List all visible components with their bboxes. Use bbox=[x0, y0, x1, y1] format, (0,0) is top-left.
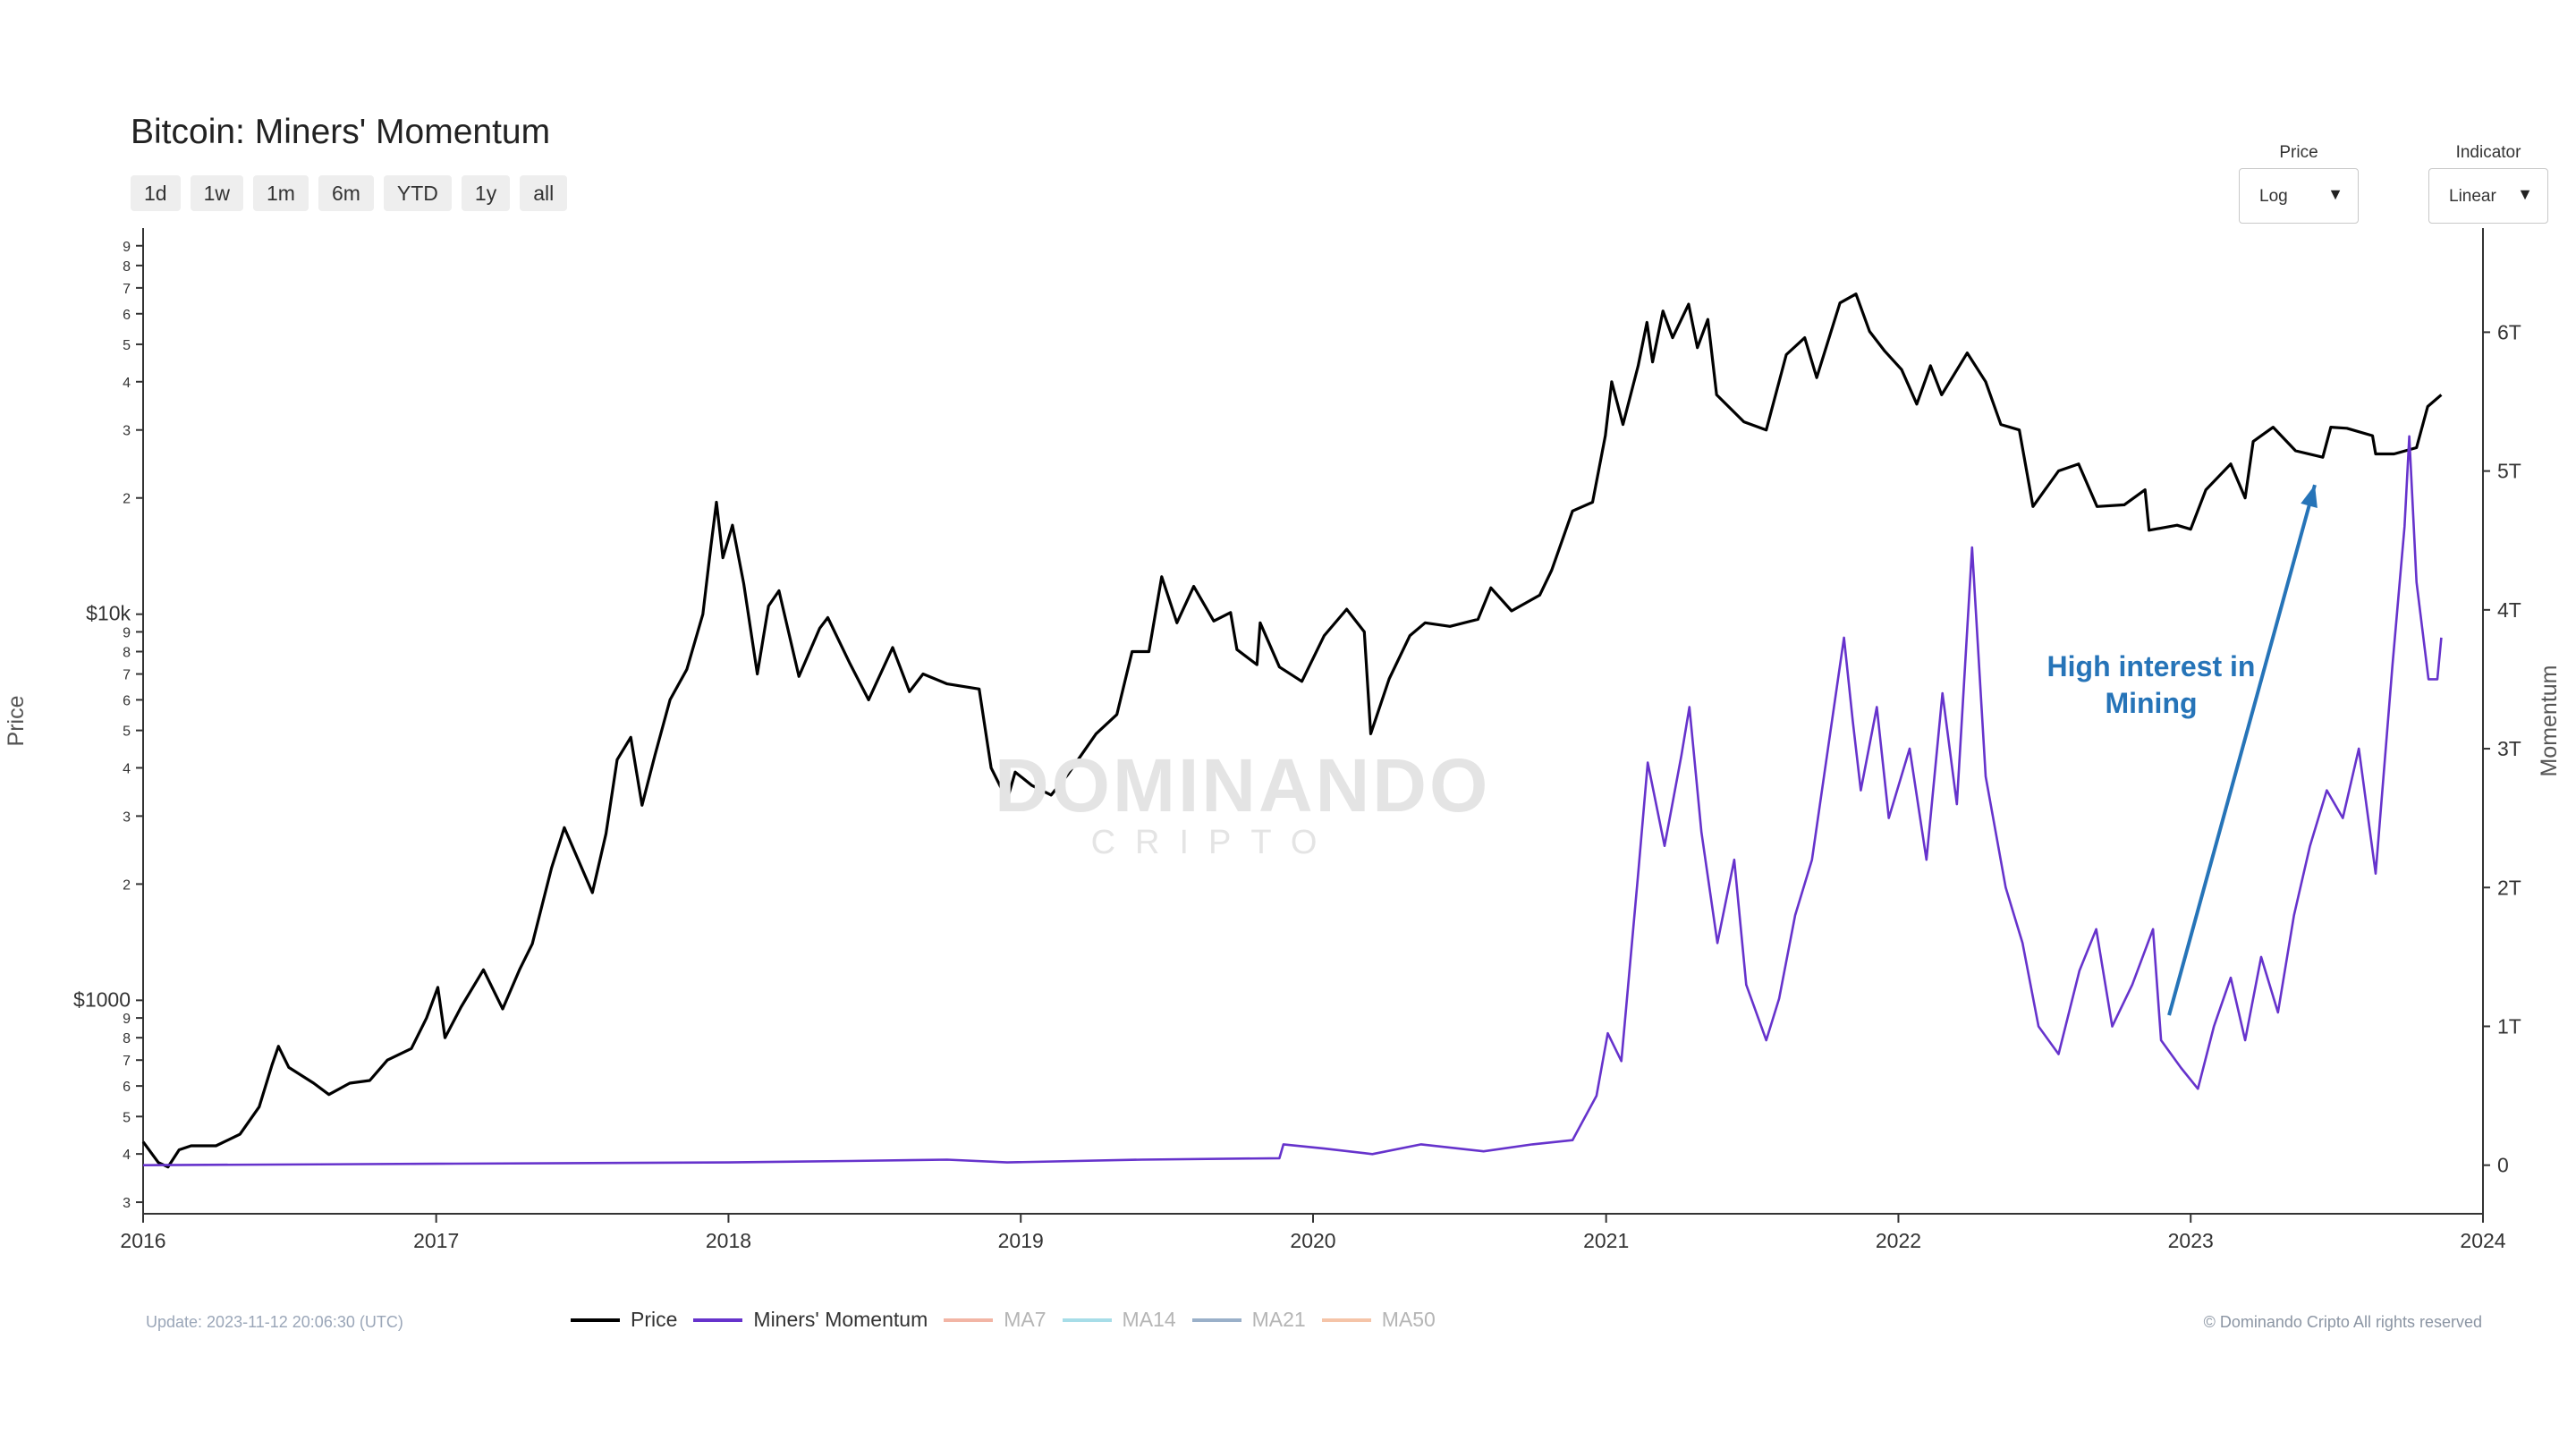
legend-swatch bbox=[1191, 1318, 1241, 1322]
y-left-tick-label: 4 bbox=[123, 376, 131, 391]
legend-swatch bbox=[693, 1318, 743, 1322]
y-left-tick-label: 6 bbox=[123, 1080, 131, 1095]
y-left-tick-label: 9 bbox=[123, 1012, 131, 1027]
y-left-tick-label: 8 bbox=[123, 1031, 131, 1046]
range-1w-button[interactable]: 1w bbox=[190, 175, 243, 211]
y-left-tick-label: 8 bbox=[123, 259, 131, 275]
x-tick-label: 2017 bbox=[413, 1229, 459, 1252]
x-tick-label: 2021 bbox=[1583, 1229, 1629, 1252]
legend-swatch bbox=[944, 1318, 994, 1322]
y-right-tick-label: 5T bbox=[2497, 460, 2521, 483]
range-all-button[interactable]: all bbox=[520, 175, 568, 211]
y-left-tick-label: 7 bbox=[123, 668, 131, 683]
y-left-tick-label: 5 bbox=[123, 1110, 131, 1125]
range-ytd-button[interactable]: YTD bbox=[383, 175, 452, 211]
legend-swatch bbox=[1062, 1318, 1112, 1322]
y-left-tick-label: 8 bbox=[123, 646, 131, 661]
price-scale-label: Price bbox=[2279, 143, 2318, 162]
x-tick-label: 2024 bbox=[2460, 1229, 2505, 1252]
page-title: Bitcoin: Miners' Momentum bbox=[131, 113, 551, 151]
x-tick-label: 2023 bbox=[2168, 1229, 2214, 1252]
y-left-tick-label: 4 bbox=[123, 761, 131, 776]
x-tick-label: 2020 bbox=[1290, 1229, 1335, 1252]
y-left-tick-label: 2 bbox=[123, 492, 131, 507]
x-tick-label: 2022 bbox=[1876, 1229, 1921, 1252]
range-1d-button[interactable]: 1d bbox=[131, 175, 181, 211]
y-right-tick-label: 6T bbox=[2497, 320, 2521, 343]
price-scale-value: Log bbox=[2259, 187, 2288, 206]
y-left-tick-label: 3 bbox=[123, 809, 131, 825]
x-tick-label: 2018 bbox=[706, 1229, 751, 1252]
y-left-tick-label: 9 bbox=[123, 240, 131, 255]
x-tick-label: 2019 bbox=[998, 1229, 1044, 1252]
legend-swatch bbox=[1321, 1318, 1371, 1322]
y-left-tick-label: $10k bbox=[86, 602, 131, 625]
y-left-axis-title: Price bbox=[4, 696, 29, 747]
indicator-scale-value: Linear bbox=[2449, 187, 2496, 206]
y-left-tick-label: 5 bbox=[123, 338, 131, 353]
y-left-tick-label: 9 bbox=[123, 625, 131, 640]
range-6m-button[interactable]: 6m bbox=[318, 175, 374, 211]
x-tick-label: 2016 bbox=[120, 1229, 165, 1252]
price-line bbox=[141, 292, 2443, 1169]
legend-item-price[interactable]: Price bbox=[571, 1308, 677, 1332]
update-timestamp: Update: 2023-11-12 20:06:30 (UTC) bbox=[146, 1313, 403, 1331]
watermark-logo: DOMINANDO CRIPTO bbox=[995, 743, 1491, 861]
y-right-tick-label: 4T bbox=[2497, 598, 2521, 622]
annotation-arrow-shaft bbox=[2167, 484, 2317, 1016]
y-right-tick-label: 1T bbox=[2497, 1014, 2521, 1038]
y-left-tick-label: 7 bbox=[123, 282, 131, 297]
y-left-tick-label: $1000 bbox=[73, 987, 131, 1011]
y-right-tick-label: 2T bbox=[2497, 876, 2521, 899]
y-left-tick-label: 6 bbox=[123, 693, 131, 708]
annotation-label: High interest in Mining bbox=[2046, 650, 2256, 719]
legend-item-ma21[interactable]: MA21 bbox=[1191, 1308, 1306, 1332]
y-left-tick-label: 3 bbox=[123, 1196, 131, 1211]
y-left-tick-label: 7 bbox=[123, 1054, 131, 1069]
chevron-down-icon: ▼ bbox=[2327, 185, 2343, 203]
legend-item-miners-momentum[interactable]: Miners' Momentum bbox=[693, 1308, 928, 1332]
chart-legend: Price Miners' Momentum MA7 MA14 MA21 MA5… bbox=[571, 1308, 1436, 1332]
y-left-tick-label: 3 bbox=[123, 424, 131, 439]
indicator-scale-label: Indicator bbox=[2455, 143, 2521, 162]
price-scale-select[interactable]: Log ▼ bbox=[2239, 168, 2359, 224]
legend-swatch bbox=[571, 1318, 620, 1322]
indicator-scale-select[interactable]: Linear ▼ bbox=[2428, 168, 2548, 224]
miners-momentum-line bbox=[142, 435, 2443, 1166]
range-selector: 1d 1w 1m 6m YTD 1y all bbox=[131, 175, 568, 211]
chevron-down-icon: ▼ bbox=[2517, 185, 2533, 203]
y-left-tick-label: 6 bbox=[123, 308, 131, 323]
legend-item-ma50[interactable]: MA50 bbox=[1321, 1308, 1436, 1332]
legend-item-ma7[interactable]: MA7 bbox=[944, 1308, 1046, 1332]
y-left-tick-label: 4 bbox=[123, 1148, 131, 1163]
copyright-notice: © Dominando Cripto All rights reserved bbox=[2203, 1313, 2482, 1331]
legend-item-ma14[interactable]: MA14 bbox=[1062, 1308, 1176, 1332]
annotation-arrow-head bbox=[2301, 485, 2318, 508]
y-right-axis-title: Momentum bbox=[2537, 665, 2562, 776]
y-left-tick-label: 5 bbox=[123, 724, 131, 740]
y-right-tick-label: 0 bbox=[2497, 1154, 2509, 1177]
y-left-tick-label: 2 bbox=[123, 877, 131, 893]
y-right-tick-label: 3T bbox=[2497, 737, 2521, 760]
range-1m-button[interactable]: 1m bbox=[253, 175, 309, 211]
range-1y-button[interactable]: 1y bbox=[461, 175, 511, 211]
